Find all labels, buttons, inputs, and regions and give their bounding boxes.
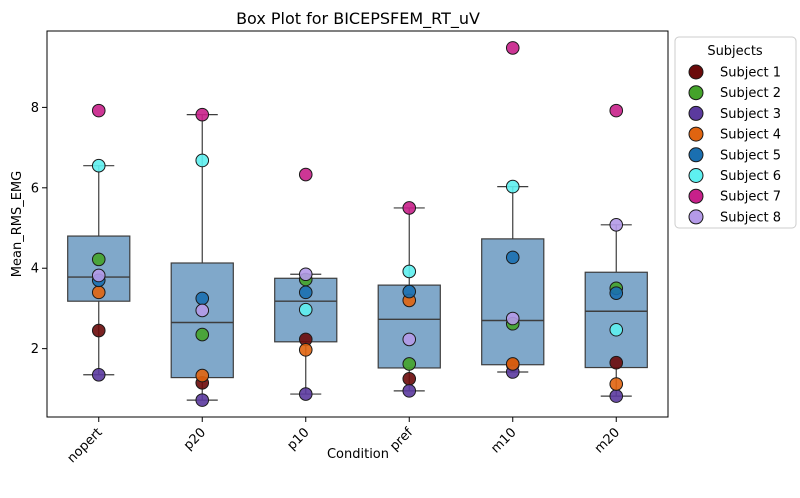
y-tick-label: 2 <box>31 342 39 357</box>
data-point <box>609 389 624 403</box>
y-tick-label: 4 <box>31 262 39 277</box>
legend-entry: Subject 4 <box>688 126 781 143</box>
legend-entry: Subject 6 <box>688 168 781 184</box>
x-tick-label: p20 <box>181 425 209 453</box>
data-point <box>195 368 210 383</box>
data-point <box>402 284 417 299</box>
legend-entry: Subject 1 <box>688 64 781 81</box>
plot-frame <box>46 30 669 418</box>
data-point <box>195 291 210 306</box>
box-m20 <box>584 224 648 397</box>
data-point <box>505 179 520 194</box>
legend-label: Subject 2 <box>720 86 781 101</box>
data-point <box>505 311 520 326</box>
legend-frame <box>674 36 797 229</box>
legend-marker <box>688 147 704 163</box>
data-point <box>195 303 210 318</box>
x-axis-label: Condition <box>327 447 389 462</box>
data-point <box>195 393 210 407</box>
legend-label: Subject 4 <box>720 128 781 143</box>
legend-entry: Subject 7 <box>688 188 781 205</box>
legend-title: Subjects <box>707 44 763 59</box>
legend-marker <box>688 188 704 204</box>
data-point <box>91 268 106 283</box>
data-point <box>298 285 313 300</box>
legend-marker <box>688 105 704 121</box>
y-tick-label: 8 <box>31 101 39 116</box>
y-axis-label: Mean_RMS_EMG <box>10 171 25 277</box>
series-subject-6 <box>91 153 624 337</box>
legend-label: Subject 6 <box>720 169 781 184</box>
data-point <box>91 158 106 173</box>
series-subject-5 <box>91 250 624 306</box>
data-point <box>298 302 313 317</box>
data-point <box>195 153 210 168</box>
data-point <box>402 372 417 386</box>
data-point <box>402 357 417 371</box>
data-point <box>609 218 624 232</box>
data-point <box>609 286 624 300</box>
data-point <box>402 201 417 215</box>
y-tick-label: 6 <box>31 181 39 196</box>
data-point <box>195 107 210 122</box>
data-point <box>609 377 624 391</box>
data-point <box>298 267 313 282</box>
data-point <box>195 327 210 342</box>
legend-marker <box>688 126 704 142</box>
series-subject-7 <box>91 41 624 215</box>
x-tick-label: m10 <box>488 425 519 456</box>
data-point <box>91 285 106 300</box>
legend-label: Subject 5 <box>720 148 781 163</box>
iqr-box <box>170 262 234 379</box>
legend-entry: Subject 8 <box>688 209 781 225</box>
legend-label: Subject 8 <box>720 210 781 225</box>
chart-title: Box Plot for BICEPSFEM_RT_uV <box>236 9 480 29</box>
legend-label: Subject 7 <box>720 190 781 205</box>
series-subject-8 <box>91 218 624 347</box>
legend-marker <box>688 209 704 225</box>
legend-marker <box>688 64 704 80</box>
data-point <box>505 250 520 265</box>
data-point <box>91 252 106 267</box>
data-point <box>298 167 313 182</box>
x-tick-label: m20 <box>592 425 623 456</box>
legend-entry: Subject 3 <box>688 105 781 122</box>
plot-area <box>67 41 648 407</box>
data-point <box>91 367 106 382</box>
legend-entry: Subject 5 <box>688 147 781 163</box>
data-point <box>402 332 417 347</box>
box-m10 <box>481 186 545 373</box>
legend-marker <box>688 85 704 101</box>
data-point <box>298 343 313 357</box>
data-point <box>609 322 624 337</box>
x-tick-label: nopert <box>65 425 106 466</box>
data-point <box>402 264 417 279</box>
data-point <box>609 103 624 118</box>
data-point <box>505 357 520 371</box>
legend-label: Subject 3 <box>720 107 781 122</box>
x-tick-label: pref <box>387 425 416 454</box>
legend-entry: Subject 2 <box>688 85 781 101</box>
data-point <box>298 387 313 401</box>
x-tick-label: p10 <box>284 425 312 453</box>
data-point <box>505 41 520 55</box>
data-point <box>402 384 417 398</box>
data-point <box>91 103 106 118</box>
legend: Subjects Subject 1 Subject 2 Subject 3 Subj… <box>674 36 797 229</box>
data-point <box>609 355 624 370</box>
legend-marker <box>688 168 704 183</box>
legend-label: Subject 1 <box>720 66 781 81</box>
data-point <box>91 323 106 338</box>
